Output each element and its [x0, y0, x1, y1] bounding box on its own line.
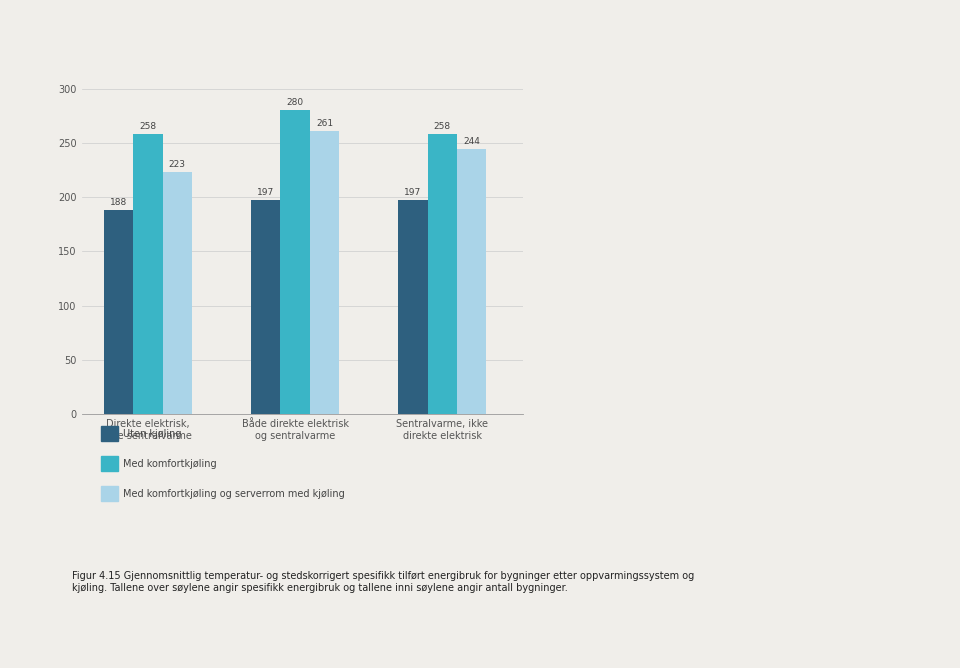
- Bar: [310, 131, 339, 414]
- Bar: [457, 149, 487, 414]
- Text: 258: 258: [139, 122, 156, 131]
- Bar: [251, 200, 280, 414]
- Bar: [398, 200, 427, 414]
- Bar: [162, 172, 192, 414]
- Text: Uten kjøling: Uten kjøling: [123, 430, 181, 439]
- Text: 258: 258: [434, 122, 451, 131]
- Text: 197: 197: [404, 188, 421, 197]
- Text: 280: 280: [286, 98, 303, 107]
- Text: Med komfortkjøling og serverrom med kjøling: Med komfortkjøling og serverrom med kjøl…: [123, 490, 345, 499]
- Text: Figur 4.15 Gjennomsnittlig temperatur- og stedskorrigert spesifikk tilført energ: Figur 4.15 Gjennomsnittlig temperatur- o…: [72, 571, 694, 593]
- Text: 223: 223: [169, 160, 186, 169]
- Text: 261: 261: [316, 119, 333, 128]
- Text: 197: 197: [257, 188, 275, 197]
- Bar: [280, 110, 310, 414]
- Bar: [104, 210, 133, 414]
- Text: 188: 188: [109, 198, 127, 207]
- Bar: [427, 134, 457, 414]
- Bar: [133, 134, 162, 414]
- Text: Med komfortkjøling: Med komfortkjøling: [123, 460, 217, 469]
- Text: 244: 244: [464, 137, 480, 146]
